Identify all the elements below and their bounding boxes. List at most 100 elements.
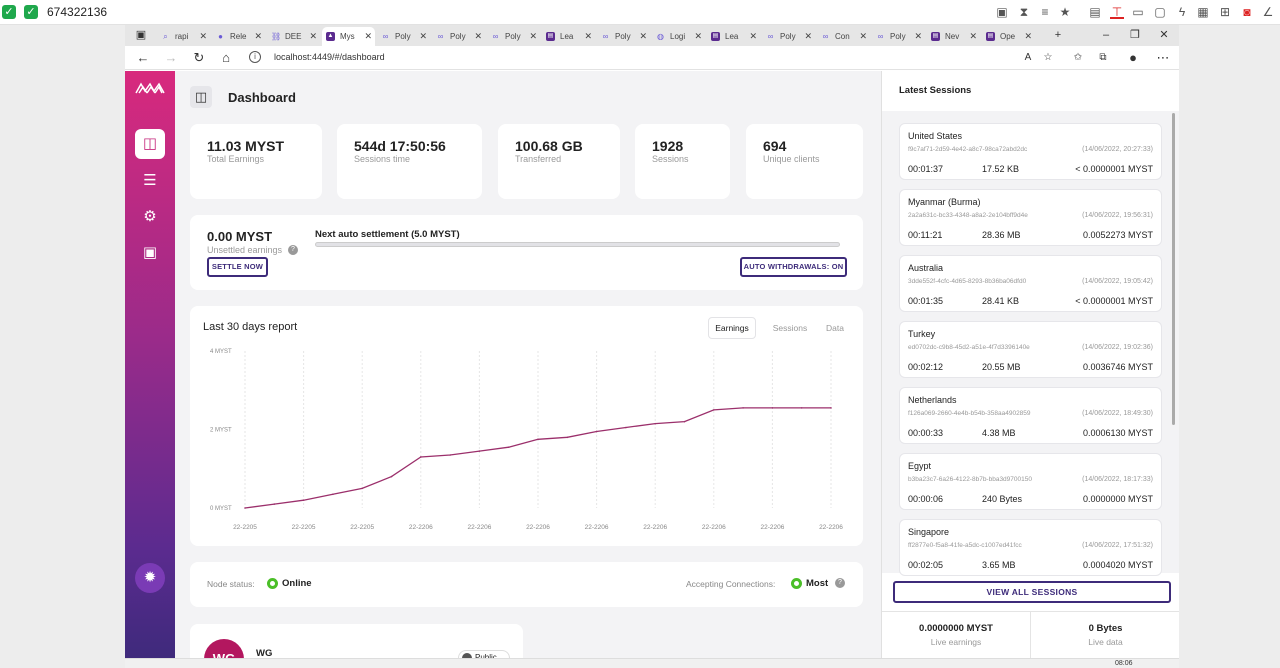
tab-sessions[interactable]: Sessions xyxy=(772,323,808,333)
hourglass-icon[interactable]: ⧗ xyxy=(1019,5,1029,19)
session-country: Turkey xyxy=(908,329,936,339)
grid-icon[interactable]: ⊞ xyxy=(1219,5,1231,19)
close-tab-icon[interactable]: ✕ xyxy=(1024,31,1032,41)
minimize-button[interactable]: – xyxy=(1102,29,1110,41)
session-duration: 00:01:37 xyxy=(908,164,944,174)
tab-label: Lea xyxy=(560,32,574,41)
url-field[interactable]: i localhost:4449/#/dashboard xyxy=(239,48,999,68)
record-icon[interactable]: ◙ xyxy=(1243,5,1251,19)
tab-actions-icon[interactable]: ▣ xyxy=(135,29,147,41)
close-tab-icon[interactable]: ✕ xyxy=(474,31,482,41)
browser-tab[interactable]: ● Rele ✕ xyxy=(212,27,265,46)
session-card[interactable]: Turkey ed0702dc-c9b8-45d2-a51e-4f7d339614… xyxy=(899,321,1162,378)
sessions-list[interactable]: United States f9c7af71-2d59-4e42-a8c7-98c… xyxy=(882,111,1179,576)
pen-icon[interactable]: ∠ xyxy=(1262,5,1274,19)
session-card[interactable]: Egypt b3ba23c7-6a26-4122-8b7b-bba3d970015… xyxy=(899,453,1162,510)
close-window-button[interactable]: ✕ xyxy=(1159,29,1169,41)
sidebar-item-dashboard[interactable]: ◫ xyxy=(135,129,165,159)
data-point xyxy=(830,407,832,409)
session-size: 17.52 KB xyxy=(982,164,1020,174)
browser-tab[interactable]: ▲ Mys ✕ xyxy=(322,27,375,46)
session-card[interactable]: Singapore ff2877e0-f5a8-41fe-a5dc-c1007ed… xyxy=(899,519,1162,576)
polygon-icon: ∞ xyxy=(602,32,609,41)
close-tab-icon[interactable]: ✕ xyxy=(529,31,537,41)
reload-button[interactable]: ↻ xyxy=(193,50,205,65)
bolt-icon[interactable]: ϟ xyxy=(1178,5,1186,19)
browser-tab[interactable]: ▤ Lea ✕ xyxy=(707,27,760,46)
tab-label: Poly xyxy=(780,32,796,41)
more-menu-icon[interactable]: ⋯ xyxy=(1156,50,1170,65)
close-tab-icon[interactable]: ✕ xyxy=(639,31,647,41)
stat-label: Sessions xyxy=(652,154,689,164)
close-tab-icon[interactable]: ✕ xyxy=(859,31,867,41)
db-icon[interactable]: ≡ xyxy=(1041,5,1049,19)
browser-tab[interactable]: ∞ Poly ✕ xyxy=(762,27,815,46)
close-tab-icon[interactable]: ✕ xyxy=(749,31,757,41)
restore-button[interactable]: ❐ xyxy=(1130,29,1140,41)
close-tab-icon[interactable]: ✕ xyxy=(969,31,977,41)
tab-data[interactable]: Data xyxy=(826,323,844,333)
help-icon[interactable]: ? xyxy=(288,245,298,255)
home-button[interactable]: ⌂ xyxy=(222,50,230,65)
favorites-icon[interactable]: ✩ xyxy=(1073,52,1083,63)
close-tab-icon[interactable]: ✕ xyxy=(309,31,317,41)
sidebar-item-wallet[interactable]: ▣ xyxy=(135,238,165,268)
toggle-sidebar-icon[interactable]: ◫ xyxy=(190,86,212,108)
browser-tab[interactable]: ∞ Poly ✕ xyxy=(377,27,430,46)
pin-icon[interactable]: ⊤ xyxy=(1110,5,1124,19)
browser-tab[interactable]: ⛓ DEE ✕ xyxy=(267,27,320,46)
close-tab-icon[interactable]: ✕ xyxy=(694,31,702,41)
back-button[interactable]: ← xyxy=(136,50,150,65)
view-all-sessions-button[interactable]: VIEW ALL SESSIONS xyxy=(893,581,1171,603)
tab-earnings[interactable]: Earnings xyxy=(708,317,756,339)
close-tab-icon[interactable]: ✕ xyxy=(254,31,262,41)
stat-card-total-earnings: 11.03 MYST Total Earnings xyxy=(190,124,322,199)
add-favorite-icon[interactable]: ☆ xyxy=(1043,52,1053,63)
close-tab-icon[interactable]: ✕ xyxy=(804,31,812,41)
close-tab-icon[interactable]: ✕ xyxy=(364,31,372,41)
browser-tab[interactable]: ∞ Poly ✕ xyxy=(487,27,540,46)
close-tab-icon[interactable]: ✕ xyxy=(914,31,922,41)
session-card[interactable]: Australia 3dde552f-4cfc-4d65-8293-8b36ba0… xyxy=(899,255,1162,312)
close-tab-icon[interactable]: ✕ xyxy=(419,31,427,41)
polygon-icon: ∞ xyxy=(822,32,829,41)
scrollbar-thumb[interactable] xyxy=(1172,113,1175,425)
auto-withdrawals-button[interactable]: AUTO WITHDRAWALS: ON xyxy=(740,257,847,277)
bug-report-button[interactable]: ✹ xyxy=(135,563,165,593)
forward-button[interactable]: → xyxy=(164,50,178,65)
info-icon[interactable]: i xyxy=(249,51,261,63)
live-data-value: 0 Bytes xyxy=(1088,623,1123,634)
sidebar-item-settings[interactable]: ⚙ xyxy=(135,202,165,232)
monitor-icon[interactable]: ▭ xyxy=(1132,5,1144,19)
browser-tab[interactable]: ∞ Poly ✕ xyxy=(432,27,485,46)
session-country: United States xyxy=(908,131,963,141)
browser-tab[interactable]: ∞ Poly ✕ xyxy=(597,27,650,46)
accepting-status-icon xyxy=(791,578,802,589)
close-tab-icon[interactable]: ✕ xyxy=(584,31,592,41)
browser-tab[interactable]: ▤ Lea ✕ xyxy=(542,27,595,46)
help-icon[interactable]: ? xyxy=(835,578,845,588)
session-card[interactable]: United States f9c7af71-2d59-4e42-a8c7-98c… xyxy=(899,123,1162,180)
collections-icon[interactable]: ⧉ xyxy=(1099,52,1107,63)
chat-icon[interactable]: ▢ xyxy=(1154,5,1166,19)
sidebar-item-sessions[interactable]: ☰ xyxy=(135,166,165,196)
browser-tab[interactable]: ▤ Nev ✕ xyxy=(927,27,980,46)
close-tab-icon[interactable]: ✕ xyxy=(199,31,207,41)
session-card[interactable]: Netherlands f126a069-2660-4e4b-b54b-358aa… xyxy=(899,387,1162,444)
document-icon[interactable]: ▤ xyxy=(1089,5,1101,19)
read-aloud-icon[interactable]: A xyxy=(1024,52,1032,63)
browser-tab[interactable]: ∞ Con ✕ xyxy=(817,27,870,46)
screen-icon[interactable]: ▣ xyxy=(996,5,1008,19)
mysterium-logo-icon[interactable] xyxy=(135,81,165,97)
polygon-icon: ∞ xyxy=(767,32,774,41)
settle-now-button[interactable]: SETTLE NOW xyxy=(207,257,268,277)
profile-icon[interactable]: ● xyxy=(1129,50,1137,65)
browser-tab[interactable]: ◍ Logi ✕ xyxy=(652,27,705,46)
star-icon[interactable]: ★ xyxy=(1059,5,1071,19)
browser-tab[interactable]: ∞ Poly ✕ xyxy=(872,27,925,46)
browser-tab[interactable]: ⌕ rapi ✕ xyxy=(157,27,210,46)
keyboard-icon[interactable]: ▦ xyxy=(1197,5,1209,19)
browser-tab[interactable]: ▤ Ope ✕ xyxy=(982,27,1035,46)
new-tab-button[interactable]: + xyxy=(1054,29,1062,41)
session-card[interactable]: Myanmar (Burma) 2a2a631c-bc33-4348-a8a2-2… xyxy=(899,189,1162,246)
